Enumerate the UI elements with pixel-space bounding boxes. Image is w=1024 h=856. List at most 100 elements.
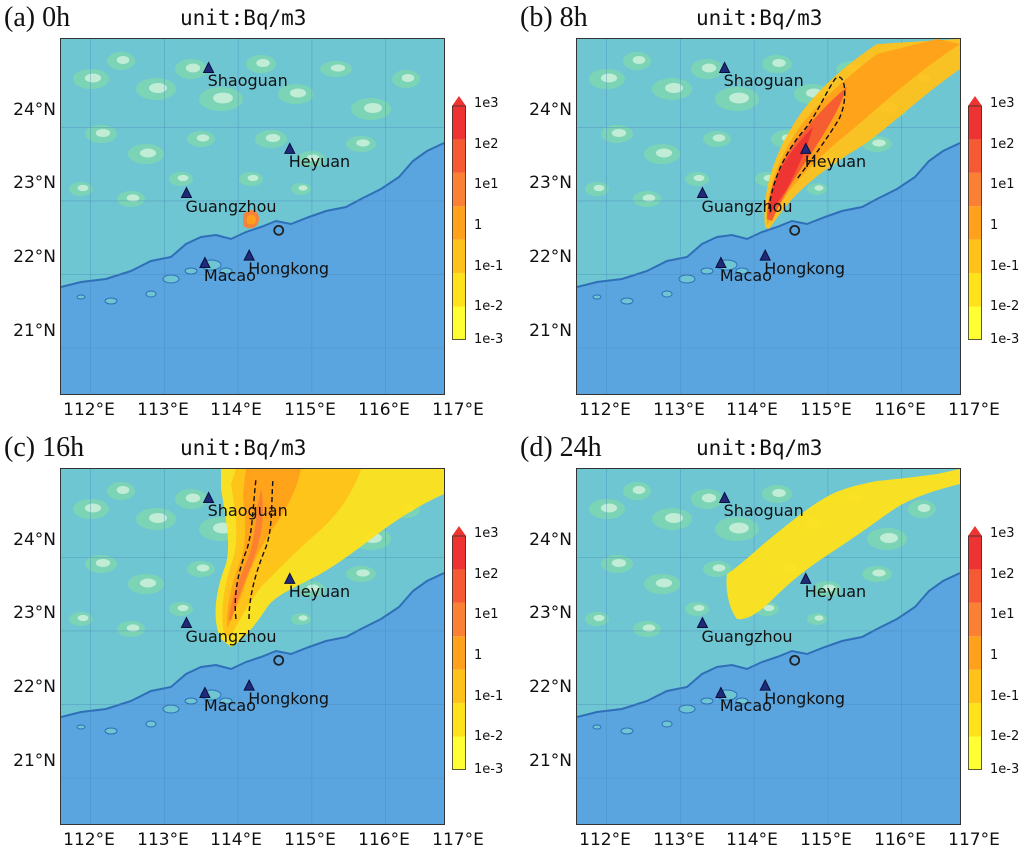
unit-label: unit:Bq/m3 — [180, 6, 307, 30]
city-label-hongkong: Hongkong — [248, 259, 330, 279]
lon-label: 113°E — [137, 400, 189, 420]
terrain-peak — [126, 624, 140, 632]
island — [661, 720, 673, 728]
lat-label: 23°N — [13, 173, 56, 193]
city-label-guangzhou: Guangzhou — [701, 196, 793, 216]
colorbar-segment — [452, 239, 466, 274]
colorbar-extend-arrow — [968, 96, 982, 106]
terrain-peak — [95, 558, 111, 568]
terrain-peak — [298, 615, 308, 621]
lon-label: 117°E — [432, 400, 484, 420]
panel-title: (c) 16h — [4, 432, 85, 463]
map-svg — [61, 39, 444, 394]
colorbar-segment — [968, 569, 982, 603]
terrain-peak — [655, 578, 673, 588]
terrain-peak — [611, 558, 627, 568]
coastline — [577, 572, 960, 718]
dashed-contour — [234, 478, 257, 620]
island — [76, 724, 86, 730]
lat-label: 24°N — [529, 100, 572, 120]
terrain-peak — [642, 624, 656, 632]
coastline — [577, 142, 960, 288]
city-marker-shaoguan-icon — [718, 491, 731, 503]
colorbar — [968, 96, 982, 340]
lat-label: 21°N — [13, 751, 56, 771]
lon-label: 117°E — [432, 830, 484, 850]
colorbar-tick: 1e1 — [474, 177, 499, 192]
colorbar-segment — [968, 206, 982, 240]
island — [620, 727, 634, 735]
island — [162, 704, 180, 714]
colorbar-segment — [452, 736, 466, 770]
colorbar-segment — [452, 172, 466, 207]
terrain-peak — [298, 185, 308, 191]
city-marker-guangzhou-icon — [180, 186, 193, 199]
colorbar-tick: 1e-1 — [990, 259, 1020, 274]
lon-label: 112°E — [579, 830, 631, 850]
terrain-peak — [880, 533, 898, 543]
colorbar-tick: 1e1 — [990, 177, 1015, 192]
colorbar — [452, 96, 466, 340]
terrain-peak — [712, 564, 726, 572]
colorbar-tick: 1e-1 — [474, 689, 504, 704]
terrain-peak — [77, 184, 89, 192]
lat-label: 22°N — [529, 247, 572, 267]
lat-label: 21°N — [529, 751, 572, 771]
release-source-marker — [273, 654, 285, 666]
colorbar-tick: 1e2 — [474, 567, 499, 582]
release-source-marker — [789, 224, 801, 236]
colorbar-tick: 1e2 — [990, 137, 1015, 152]
city-label-shaoguan: Shaoguan — [723, 501, 804, 521]
lon-label: 115°E — [284, 830, 336, 850]
lon-label: 114°E — [726, 400, 778, 420]
dashed-contour — [768, 76, 846, 210]
colorbar-tick: 1e-3 — [990, 332, 1020, 347]
colorbar-tick: 1e-3 — [474, 332, 504, 347]
colorbar-frame — [968, 105, 982, 340]
terrain-peak — [84, 73, 102, 83]
island — [219, 697, 233, 705]
colorbar-tick: 1e1 — [990, 607, 1015, 622]
lon-label: 114°E — [210, 830, 262, 850]
map-area — [60, 468, 445, 825]
terrain-peak — [763, 604, 775, 612]
colorbar-segment — [968, 239, 982, 274]
island — [184, 267, 198, 275]
island — [700, 267, 714, 275]
terrain-peak — [356, 569, 370, 577]
map-area — [576, 468, 961, 825]
plume-contour — [247, 214, 256, 225]
colorbar-tick: 1 — [474, 218, 483, 233]
colorbar-segment — [452, 703, 466, 737]
terrain-peak — [116, 485, 130, 495]
city-label-macao: Macao — [719, 696, 772, 716]
city-marker-heyuan-icon — [799, 142, 812, 154]
city-marker-shaoguan-icon — [718, 61, 731, 73]
lat-label: 21°N — [13, 321, 56, 341]
city-label-shaoguan: Shaoguan — [723, 71, 804, 91]
lon-label: 116°E — [874, 400, 926, 420]
island — [678, 274, 696, 284]
colorbar — [968, 526, 982, 770]
island — [700, 697, 714, 705]
lon-label: 114°E — [210, 400, 262, 420]
colorbar-extend-arrow — [452, 96, 466, 106]
city-marker-hongkong-icon — [759, 249, 771, 261]
lon-label: 115°E — [800, 400, 852, 420]
terrain-peak — [872, 569, 886, 577]
terrain-peak — [139, 578, 157, 588]
colorbar-segment — [968, 536, 982, 570]
city-marker-heyuan-icon — [283, 572, 296, 584]
terrain-peak — [665, 83, 683, 93]
colorbar-segment — [452, 602, 466, 637]
lon-label: 112°E — [579, 400, 631, 420]
city-marker-shaoguan-icon — [202, 61, 215, 73]
city-marker-macao-icon — [715, 256, 727, 268]
colorbar-segment — [968, 669, 982, 704]
colorbar-svg — [452, 526, 466, 770]
colorbar-segment — [452, 536, 466, 570]
terrain-peak — [642, 194, 656, 202]
colorbar-svg — [968, 96, 982, 340]
release-source-marker — [789, 654, 801, 666]
colorbar-tick: 1e3 — [990, 526, 1015, 541]
